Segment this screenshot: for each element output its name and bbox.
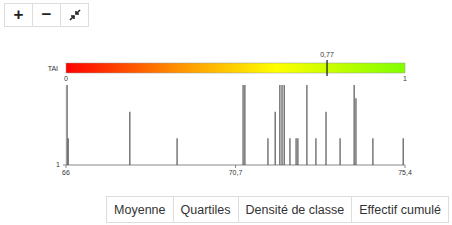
strip-line: [176, 138, 177, 165]
y-tick-label: 1: [56, 161, 60, 168]
strip-line: [295, 138, 296, 165]
x-tick-label: 66: [62, 169, 70, 176]
strip-line: [339, 138, 340, 165]
strip-line: [355, 98, 356, 165]
option-button[interactable]: Densité de classe: [239, 197, 353, 222]
reset-zoom-button[interactable]: [61, 4, 88, 26]
strip-line: [306, 85, 307, 165]
color-bar: [66, 63, 405, 73]
strip-line: [66, 85, 67, 165]
marks: [67, 85, 403, 165]
strip-line: [281, 85, 282, 165]
strip-line: [275, 112, 276, 165]
y-tick: [63, 165, 66, 166]
strip-line: [267, 138, 268, 165]
color-bar-tick-label: 1: [403, 75, 407, 82]
color-bar-indicator: [326, 60, 327, 76]
strip-line: [403, 138, 404, 165]
strip-line: [244, 85, 245, 165]
x-tick-label: 70,7: [229, 169, 243, 176]
indicator-label: 0,77: [320, 51, 334, 58]
option-button[interactable]: Effectif cumulé: [352, 197, 448, 222]
zoom-button[interactable]: −: [33, 4, 61, 26]
strip-line: [284, 85, 285, 165]
strip-line: [315, 138, 316, 165]
color-bar-label: TAI: [48, 65, 58, 72]
option-button[interactable]: Moyenne: [107, 197, 173, 222]
strip-line: [279, 85, 280, 165]
option-button[interactable]: Quartiles: [174, 197, 239, 222]
y-axis: [66, 85, 67, 165]
x-tick: [405, 165, 406, 168]
strip-line: [325, 112, 326, 165]
button-group: MoyenneQuartilesDensité de classeEffecti…: [106, 196, 449, 223]
strip-line: [289, 138, 290, 165]
strip-line: [242, 85, 243, 165]
strip-line: [354, 85, 355, 165]
chart: TAI 0 1 0,77 66 70,7 75,4 1: [0, 0, 452, 195]
color-bar-tick-label: 0: [64, 75, 68, 82]
zoom-button[interactable]: +: [5, 4, 33, 26]
zoom-controls: +−: [4, 3, 89, 27]
strip-line: [68, 138, 69, 165]
strip-line: [297, 138, 298, 165]
x-tick-label: 75,4: [398, 169, 412, 176]
x-tick: [235, 165, 236, 168]
strip-line: [129, 112, 130, 165]
strip-line: [372, 138, 373, 165]
